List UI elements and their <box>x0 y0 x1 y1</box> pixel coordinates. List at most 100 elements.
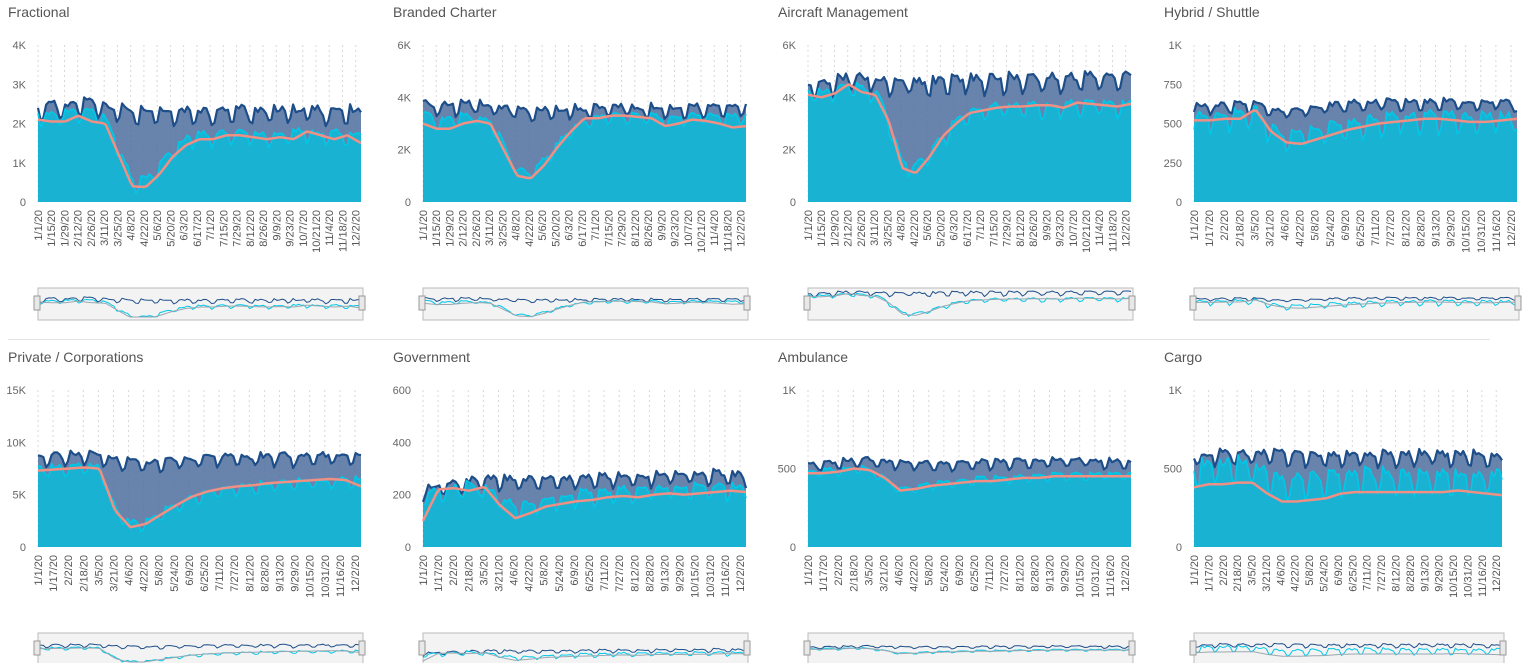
x-tick-label: 8/26/20 <box>1028 210 1040 247</box>
x-tick-label: 11/18/20 <box>1108 210 1120 252</box>
navigator-frame <box>37 287 364 321</box>
x-tick-label: 5/6/20 <box>537 210 549 241</box>
navigator-left-handle[interactable] <box>418 640 426 656</box>
current-line <box>37 107 362 195</box>
x-tick-label: 2/26/20 <box>86 210 98 247</box>
chart-panel-branded-charter: Branded Charter 1/1/20 1/15/20 1/29/20 2/12… <box>385 0 766 321</box>
x-tick-label: 6/25/20 <box>584 555 596 592</box>
x-tick-label: 4/6/20 <box>1275 555 1287 586</box>
y-tick-label: 0 <box>790 542 796 554</box>
y-tick-label: 6K <box>783 40 797 52</box>
chart-panel-cargo: Cargo 1/1/20 1/17/20 2/2/20 2/18/20 3/5/20 3/… <box>1156 345 1524 663</box>
x-tick-label: 1/1/20 <box>33 210 45 241</box>
row-divider <box>8 339 1490 340</box>
chart-title: Aircraft Management <box>778 4 908 20</box>
x-tick-label: 10/15/20 <box>1448 555 1460 598</box>
x-tick-label: 2/2/20 <box>1218 555 1230 586</box>
x-tick-label: 3/5/20 <box>478 555 490 586</box>
x-tick-label: 4/6/20 <box>509 555 521 586</box>
chart-private-corporations: 1/1/20 1/17/20 2/2/20 2/18/20 3/5/20 3/21/20 4… <box>6 385 366 663</box>
chart-aircraft-management: 1/1/20 1/15/20 1/29/20 2/12/20 2/26/20 3/11/2… <box>783 40 1136 321</box>
x-tick-label: 5/8/20 <box>539 555 551 586</box>
x-tick-label: 1/1/20 <box>418 210 430 241</box>
navigator-left-handle[interactable] <box>33 295 41 311</box>
navigator-left-handle[interactable] <box>1189 295 1197 311</box>
navigator-left-handle[interactable] <box>33 640 41 656</box>
current-area <box>38 108 361 202</box>
navigator-left-handle[interactable] <box>418 295 426 311</box>
x-tick-label: 10/15/20 <box>1461 210 1473 253</box>
navigator-average-line <box>1194 299 1518 309</box>
x-tick-label: 3/25/20 <box>497 210 509 247</box>
x-tick-label: 1/17/20 <box>48 555 60 592</box>
chart-panel-private-corporations: Private / Corporations 1/1/20 1/17/20 2/2/… <box>0 345 381 663</box>
y-tick-label: 500 <box>1164 464 1182 476</box>
x-tick-label: 3/5/20 <box>1247 555 1259 586</box>
x-tick-label: 9/13/20 <box>1431 210 1443 247</box>
x-tick-label: 10/31/20 <box>1463 555 1475 598</box>
x-tick-label: 6/3/20 <box>564 210 576 241</box>
x-tick-label: 10/21/20 <box>311 210 323 253</box>
navigator-right-handle[interactable] <box>1128 295 1136 311</box>
navigator-dark-line <box>422 296 747 304</box>
navigator-right-handle[interactable] <box>1499 640 1507 656</box>
x-tick-label: 9/29/20 <box>1434 555 1446 592</box>
navigator-right-handle[interactable] <box>743 640 751 656</box>
x-tick-label: 5/8/20 <box>154 555 166 586</box>
x-tick-label: 2/18/20 <box>1232 555 1244 592</box>
x-tick-label: 5/20/20 <box>935 210 947 247</box>
current-line <box>1193 105 1518 153</box>
average-line <box>807 83 1132 174</box>
x-tick-label: 6/9/20 <box>954 555 966 586</box>
x-tick-label: 4/8/20 <box>511 210 523 241</box>
x-tick-label: 3/5/20 <box>93 555 105 586</box>
navigator-left-handle[interactable] <box>803 295 811 311</box>
navigator-right-handle[interactable] <box>743 295 751 311</box>
x-tick-label: 7/29/20 <box>1002 210 1014 247</box>
x-tick-label: 12/2/20 <box>1491 555 1503 592</box>
x-tick-label: 11/16/20 <box>1477 555 1489 597</box>
x-tick-label: 9/13/20 <box>1045 555 1057 592</box>
navigator-right-handle[interactable] <box>358 640 366 656</box>
chart-title: Branded Charter <box>393 4 497 20</box>
x-tick-label: 1/29/20 <box>830 210 842 247</box>
x-tick-label: 3/21/20 <box>1261 555 1273 592</box>
average-line <box>808 467 1131 492</box>
x-tick-label: 1/1/20 <box>803 210 815 241</box>
x-tick-label: 4/22/20 <box>1290 555 1302 592</box>
navigator-left-handle[interactable] <box>1189 640 1197 656</box>
x-tick-label: 4/22/20 <box>524 210 536 247</box>
y-tick-label: 200 <box>393 490 411 502</box>
y-tick-label: 250 <box>1164 158 1182 170</box>
navigator-left-handle[interactable] <box>803 640 811 656</box>
x-tick-label: 2/18/20 <box>463 555 475 592</box>
weekly-peak-line <box>421 467 748 503</box>
chart-panel-government: Government 1/1/20 1/17/20 2/2/20 2/18/20 3/5… <box>385 345 766 663</box>
x-tick-label: 9/23/20 <box>285 210 297 247</box>
navigator-average-line <box>422 300 747 318</box>
x-tick-label: 2/12/20 <box>843 210 855 247</box>
average-line <box>37 114 362 189</box>
current-area <box>423 480 746 547</box>
y-tick-label: 6K <box>398 40 412 52</box>
navigator-right-handle[interactable] <box>1514 295 1522 311</box>
chart-branded-charter: 1/1/20 1/15/20 1/29/20 2/12/20 2/26/20 3/11/2… <box>398 40 751 321</box>
weekly-peak-line <box>807 456 1132 473</box>
x-tick-label: 8/28/20 <box>1405 555 1417 592</box>
x-tick-label: 1/1/20 <box>803 555 815 586</box>
x-tick-label: 11/16/20 <box>720 555 732 597</box>
y-tick-label: 2K <box>398 145 412 157</box>
x-tick-label: 8/12/20 <box>244 555 256 592</box>
x-tick-label: 10/15/20 <box>690 555 702 598</box>
x-tick-label: 2/18/20 <box>78 555 90 592</box>
x-tick-label: 3/21/20 <box>1265 210 1277 247</box>
x-tick-label: 9/29/20 <box>1060 555 1072 592</box>
navigator-right-handle[interactable] <box>1128 640 1136 656</box>
x-tick-label: 6/9/20 <box>1340 210 1352 241</box>
x-tick-label: 8/12/20 <box>630 210 642 247</box>
x-tick-label: 8/26/20 <box>643 210 655 247</box>
x-tick-label: 11/18/20 <box>338 210 350 252</box>
navigator-right-handle[interactable] <box>358 295 366 311</box>
x-tick-label: 8/12/20 <box>1015 210 1027 247</box>
x-tick-label: 9/23/20 <box>1055 210 1067 247</box>
